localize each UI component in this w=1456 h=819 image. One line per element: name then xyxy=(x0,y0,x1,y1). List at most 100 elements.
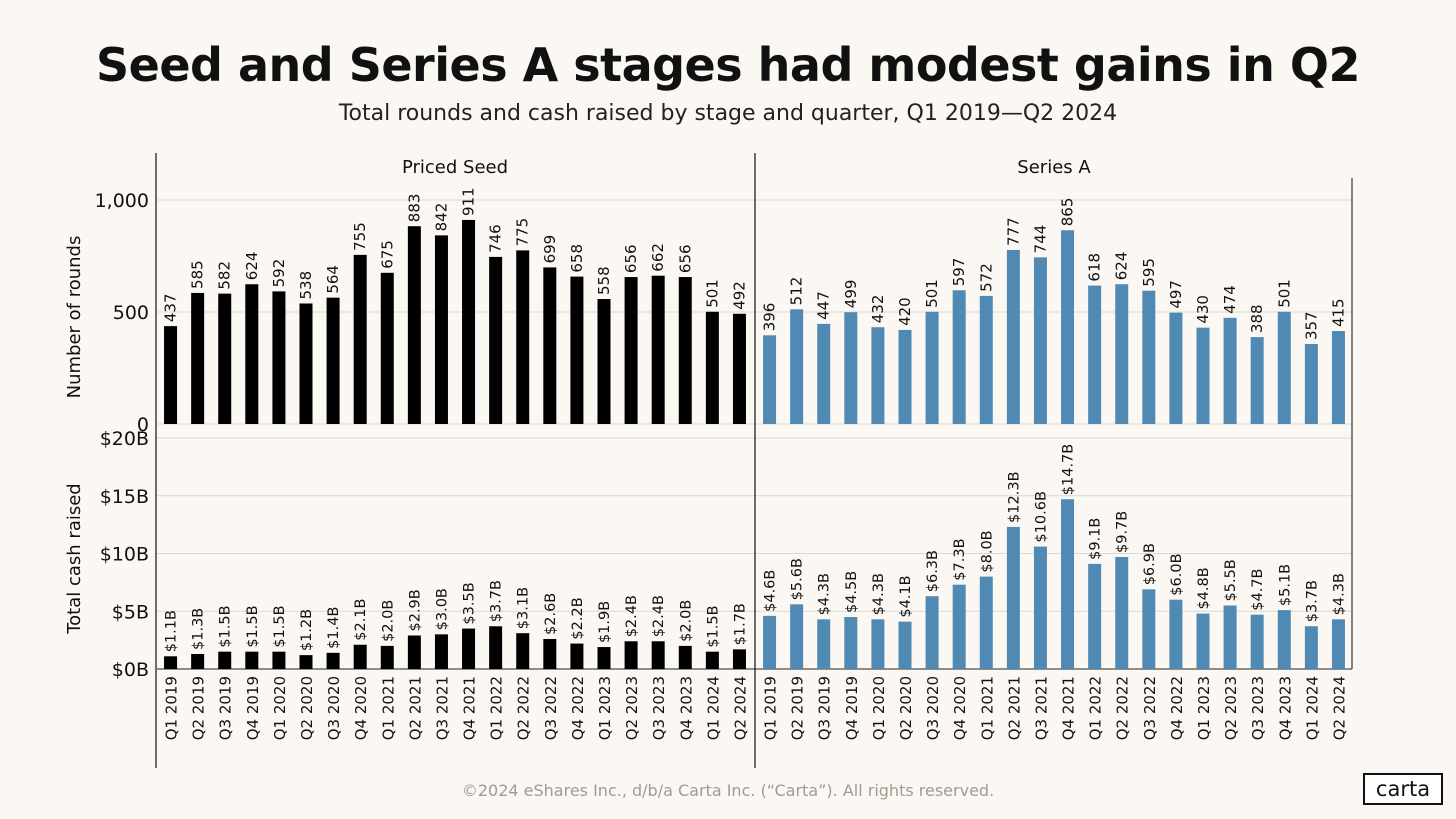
y-axis-label: Number of rounds xyxy=(64,236,85,399)
y-tick-label: $0B xyxy=(112,659,149,681)
bar xyxy=(516,250,530,424)
x-tick-label: Q3 2020 xyxy=(325,676,343,740)
bar xyxy=(516,633,530,669)
data-label: 572 xyxy=(977,263,995,292)
data-label: 911 xyxy=(460,187,478,216)
x-tick-label: Q1 2019 xyxy=(762,676,780,740)
data-label: $4.3B xyxy=(871,573,887,615)
data-label: 597 xyxy=(950,258,968,287)
bar xyxy=(844,312,858,424)
x-tick-label: Q2 2024 xyxy=(1330,676,1348,740)
bar xyxy=(1331,331,1345,424)
bar xyxy=(1250,337,1264,424)
bar xyxy=(1223,317,1237,424)
data-label: $1.3B xyxy=(191,608,207,650)
x-tick-label: Q4 2019 xyxy=(244,676,262,740)
data-label: $1.4B xyxy=(326,607,342,649)
data-label: 512 xyxy=(788,277,806,306)
x-tick-label: Q3 2021 xyxy=(433,676,451,740)
data-label: $1.9B xyxy=(597,601,613,643)
bar xyxy=(597,647,611,669)
data-label: 746 xyxy=(487,224,505,253)
data-label: 777 xyxy=(1004,217,1022,246)
data-label: $10.6B xyxy=(1033,491,1049,542)
x-tick-label: Q4 2019 xyxy=(843,676,861,740)
x-tick-label: Q1 2024 xyxy=(704,676,722,740)
x-tick-label: Q1 2021 xyxy=(978,676,996,740)
x-tick-label: Q4 2022 xyxy=(569,676,587,740)
bar xyxy=(925,311,939,424)
bar xyxy=(952,290,966,424)
bar xyxy=(790,309,804,424)
bar xyxy=(1006,526,1020,669)
data-label: 662 xyxy=(649,243,667,272)
data-label: $2.9B xyxy=(407,589,423,631)
x-tick-label: Q3 2019 xyxy=(217,676,235,740)
bar xyxy=(407,635,421,669)
data-label: 624 xyxy=(1113,252,1131,281)
data-label: $2.6B xyxy=(543,593,559,635)
panel-title: Series A xyxy=(1017,157,1091,178)
data-label: 497 xyxy=(1167,280,1185,309)
data-label: $8.0B xyxy=(979,530,995,572)
bar xyxy=(898,621,912,669)
bar xyxy=(1033,257,1047,424)
data-label: 501 xyxy=(923,279,941,308)
data-label: 564 xyxy=(324,265,342,294)
bar xyxy=(1169,312,1183,424)
data-label: 775 xyxy=(514,218,532,247)
copyright-footer: ©2024 eShares Inc., d/b/a Carta Inc. (“C… xyxy=(461,781,995,800)
x-tick-label: Q1 2020 xyxy=(870,676,888,740)
chart-title: Seed and Series A stages had modest gain… xyxy=(96,38,1360,92)
bar xyxy=(1304,626,1318,669)
bar xyxy=(1115,284,1129,424)
bar xyxy=(844,617,858,669)
bar xyxy=(218,293,232,424)
bar xyxy=(1196,613,1210,669)
data-label: $6.0B xyxy=(1169,553,1185,595)
data-label: 744 xyxy=(1031,225,1049,254)
bar xyxy=(763,615,777,669)
carta-logo: carta xyxy=(1363,773,1443,805)
bar xyxy=(898,329,912,424)
bar xyxy=(1223,605,1237,669)
bar xyxy=(705,311,719,424)
data-label: $9.1B xyxy=(1088,518,1104,560)
data-label: 499 xyxy=(842,280,860,309)
bar xyxy=(1169,599,1183,669)
bar xyxy=(871,327,885,424)
bar xyxy=(272,291,286,424)
x-tick-label: Q2 2022 xyxy=(515,676,533,740)
bar xyxy=(732,313,746,424)
data-label: 430 xyxy=(1194,295,1212,324)
bar xyxy=(651,275,665,424)
bar xyxy=(705,651,719,669)
chart-subtitle: Total rounds and cash raised by stage an… xyxy=(338,101,1118,126)
bar xyxy=(353,254,367,424)
bar xyxy=(1061,499,1075,669)
x-tick-label: Q3 2023 xyxy=(650,676,668,740)
bar xyxy=(164,656,178,669)
bar xyxy=(1033,546,1047,669)
data-label: 592 xyxy=(270,259,288,288)
bar xyxy=(380,272,394,424)
data-label: 492 xyxy=(730,281,748,310)
data-label: $4.5B xyxy=(844,571,860,613)
x-tick-label: Q4 2022 xyxy=(1168,676,1186,740)
x-tick-label: Q2 2024 xyxy=(731,676,749,740)
x-tick-label: Q1 2019 xyxy=(163,676,181,740)
data-label: $9.7B xyxy=(1115,511,1131,553)
bar xyxy=(1250,614,1264,669)
data-label: $5.6B xyxy=(790,558,806,600)
data-label: $2.0B xyxy=(678,600,694,642)
data-label: $4.6B xyxy=(763,570,779,612)
bar xyxy=(871,619,885,669)
data-label: $2.0B xyxy=(380,600,396,642)
panel-title: Priced Seed xyxy=(402,157,508,178)
data-label: $4.8B xyxy=(1196,567,1212,609)
data-label: 883 xyxy=(405,194,423,223)
x-tick-label: Q2 2019 xyxy=(190,676,208,740)
data-label: 585 xyxy=(189,260,207,289)
bar xyxy=(462,219,476,424)
bar xyxy=(489,256,503,424)
